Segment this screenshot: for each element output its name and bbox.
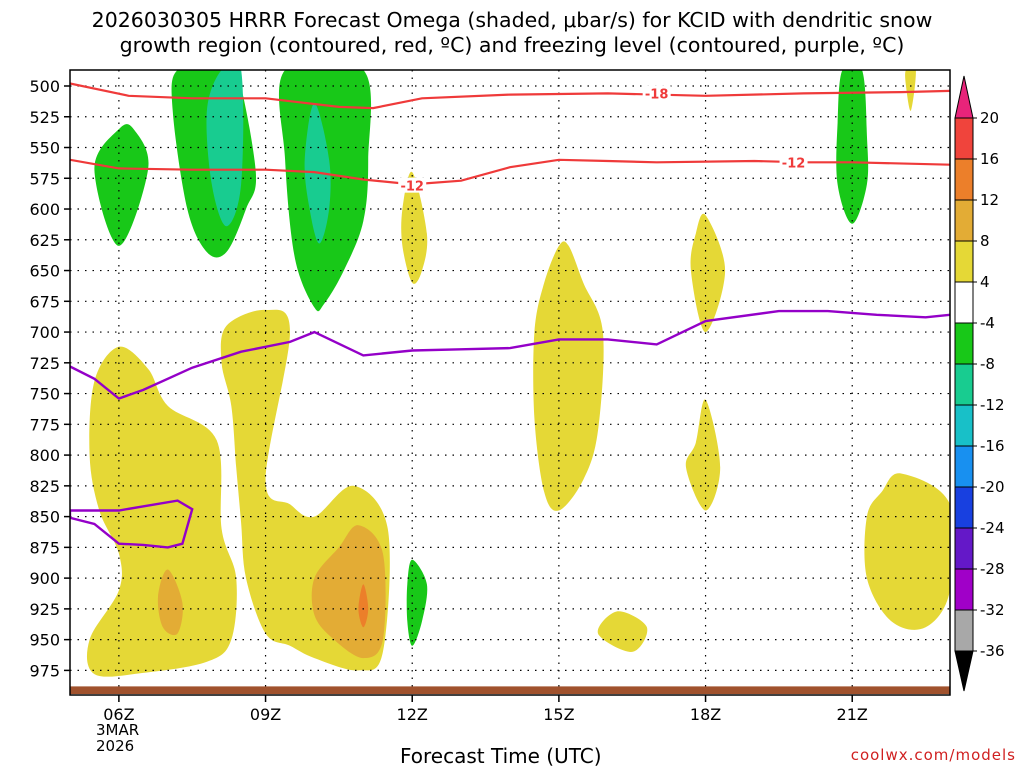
y-tick-label-650: 650	[29, 262, 60, 281]
omega-region-red-b	[358, 584, 369, 628]
omega-region-teal-b	[206, 70, 244, 227]
y-tick-label-700: 700	[29, 323, 60, 342]
omega-region-green-a	[94, 124, 149, 246]
omega-region-yellow-g	[685, 399, 721, 511]
y-tick-label-950: 950	[29, 631, 60, 650]
dgz-upper-contour-line	[70, 82, 950, 110]
colorbar-label-10: -24	[980, 519, 1005, 537]
contour-label-bg-1	[398, 177, 427, 193]
colorbar-box-3	[954, 240, 974, 283]
y-tick-label-800: 800	[29, 446, 60, 465]
colorbar-label-8: -16	[980, 437, 1005, 455]
y-tick-label-875: 875	[29, 538, 60, 557]
contour-label-bg-2	[779, 154, 808, 170]
chart-title-line-1: 2026030305 HRRR Forecast Omega (shaded, …	[91, 8, 933, 32]
contour-label-bg-0	[642, 85, 671, 101]
omega-region-yellow-f	[690, 213, 726, 333]
omega-region-yellow-i	[905, 70, 916, 111]
x-tick-label-18z: 18Z	[690, 705, 721, 724]
colorbar-box-6	[954, 363, 974, 406]
terrain-layer	[70, 686, 950, 694]
date-label-year: 2026	[96, 737, 135, 755]
colorbar-label-3: 8	[980, 232, 990, 250]
y-tick-label-575: 575	[29, 169, 60, 188]
y-tick-label-850: 850	[29, 508, 60, 527]
chart-title: 2026030305 HRRR Forecast Omega (shaded, …	[0, 8, 1024, 58]
colorbar-box-10	[954, 527, 974, 570]
y-tick-label-500: 500	[29, 77, 60, 96]
y-tick-label-925: 925	[29, 600, 60, 619]
y-tick-label-750: 750	[29, 385, 60, 404]
axes-layer: 500 525 550 575 600 625 650 675 700 725 750 775 800 8…	[29, 69, 951, 724]
colorbar-box-4	[954, 281, 974, 324]
colorbar-label-1: 16	[980, 150, 999, 168]
omega-region-yellow-h	[864, 473, 950, 630]
site-credit-link[interactable]: coolwx.com/models	[850, 746, 1016, 764]
colorbar-box-8	[954, 445, 974, 488]
colorbar-top-arrow	[954, 75, 974, 119]
contour-label-2: -12	[782, 156, 806, 171]
colorbar-label-9: -20	[980, 478, 1005, 496]
colorbar-box-12	[954, 609, 974, 652]
colorbar-label-13: -36	[980, 642, 1005, 660]
contour-layer: -18 -12 -12	[70, 82, 950, 549]
y-tick-label-625: 625	[29, 231, 60, 250]
date-label: 3MAR 2026	[96, 722, 139, 754]
contour-label-0: -18	[645, 87, 669, 102]
plot-frame	[69, 69, 951, 696]
colorbar: 20 16 12 8 4 -4 -8 -12 -16 -20 -24 -28 -32 -36	[954, 75, 1005, 692]
x-tick-label-12z: 12Z	[397, 705, 428, 724]
omega-region-orange-a	[157, 569, 183, 636]
y-tick-label-775: 775	[29, 415, 60, 434]
colorbar-label-12: -32	[980, 601, 1005, 619]
y-tick-label-525: 525	[29, 108, 60, 127]
x-tick-label-21z: 21Z	[837, 705, 868, 724]
omega-region-green-d	[406, 559, 428, 646]
y-tick-label-600: 600	[29, 200, 60, 219]
dgz-lower-contour-line	[70, 158, 950, 186]
ground-terrain-strip	[70, 686, 950, 694]
x-tick-label-6z: 06Z	[103, 705, 134, 724]
y-tick-label-550: 550	[29, 139, 60, 158]
omega-region-green-e	[836, 70, 869, 224]
freezing-level-low-contour-line	[70, 499, 194, 549]
omega-region-yellow-e	[597, 611, 648, 652]
colorbar-label-4: 4	[980, 273, 990, 291]
omega-region-yellow-c	[401, 171, 428, 284]
contour-label-1: -12	[400, 180, 424, 195]
y-tick-label-975: 975	[29, 661, 60, 680]
omega-region-yellow-a	[86, 346, 237, 677]
x-axis-label: Forecast Time (UTC)	[400, 744, 602, 768]
omega-shading-layer	[86, 70, 950, 677]
colorbar-box-1	[954, 158, 974, 201]
x-tick-label-9z: 09Z	[250, 705, 281, 724]
colorbar-box-7	[954, 404, 974, 447]
freezing-level-contour-line	[70, 309, 950, 400]
x-tick-label-15z: 15Z	[543, 705, 574, 724]
colorbar-bottom-arrow	[954, 650, 974, 692]
chart-title-line-2: growth region (contoured, red, ºC) and f…	[119, 33, 905, 57]
colorbar-label-6: -8	[980, 355, 995, 373]
colorbar-box-9	[954, 486, 974, 529]
y-tick-label-725: 725	[29, 354, 60, 373]
colorbar-label-2: 12	[980, 191, 999, 209]
colorbar-box-5	[954, 322, 974, 365]
omega-region-orange-b	[311, 525, 386, 659]
colorbar-label-0: 20	[980, 109, 999, 127]
colorbar-box-11	[954, 568, 974, 611]
colorbar-label-5: -4	[980, 314, 995, 332]
omega-region-yellow-d	[533, 241, 604, 511]
y-tick-label-825: 825	[29, 477, 60, 496]
y-tick-label-675: 675	[29, 292, 60, 311]
colorbar-box-0	[954, 117, 974, 160]
date-label-day: 3MAR	[96, 721, 140, 739]
colorbar-label-11: -28	[980, 560, 1005, 578]
colorbar-label-7: -12	[980, 396, 1005, 414]
colorbar-box-2	[954, 199, 974, 242]
y-tick-label-900: 900	[29, 569, 60, 588]
